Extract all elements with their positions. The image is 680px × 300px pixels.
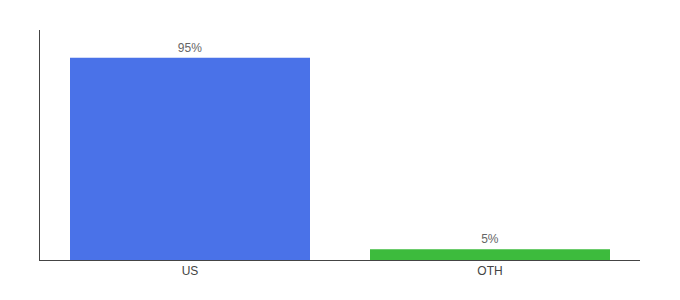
- svg-text:5%: 5%: [481, 232, 499, 246]
- svg-text:95%: 95%: [178, 41, 202, 55]
- svg-text:OTH: OTH: [477, 264, 502, 278]
- svg-text:US: US: [182, 264, 199, 278]
